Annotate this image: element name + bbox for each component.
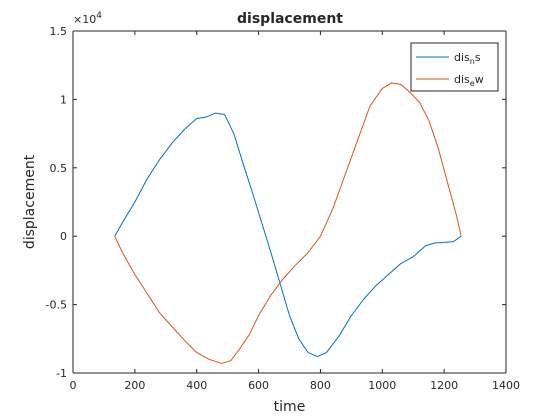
series-line-1: [114, 112, 462, 358]
legend-label-1: disns: [454, 51, 481, 66]
x-tick-label: 200: [124, 379, 145, 392]
y-tick-label: -0.5: [46, 299, 67, 312]
x-tick-label: 600: [248, 379, 269, 392]
x-tick-label: 0: [70, 379, 77, 392]
y-tick-label: 1.5: [50, 25, 68, 38]
x-axis-label: time: [274, 399, 306, 415]
axis-frame: [72, 30, 507, 374]
legend-label-2: disew: [454, 73, 484, 88]
legend-box: [410, 42, 499, 92]
tick-layer: 0 200 400 600 800 1000 1200 1400 -1 -0.5 0 0.5 1 1.5: [46, 25, 520, 392]
y-tick-label: 0: [60, 230, 67, 243]
y-axis-exponent: ×104: [73, 11, 102, 26]
y-tick-label: 1: [60, 93, 67, 106]
x-tick-label: 1200: [430, 379, 458, 392]
x-tick-label: 800: [310, 379, 331, 392]
y-tick-label: 0.5: [50, 162, 68, 175]
series-line-2: [114, 82, 462, 364]
y-axis-label: displacement: [22, 154, 38, 249]
x-tick-label: 1000: [368, 379, 396, 392]
series-layer: [114, 82, 462, 364]
y-tick-label: -1: [56, 367, 67, 380]
x-tick-label: 1400: [492, 379, 520, 392]
x-tick-label: 400: [186, 379, 207, 392]
chart-title: displacement: [237, 11, 343, 27]
legend: disns disew: [410, 42, 499, 92]
